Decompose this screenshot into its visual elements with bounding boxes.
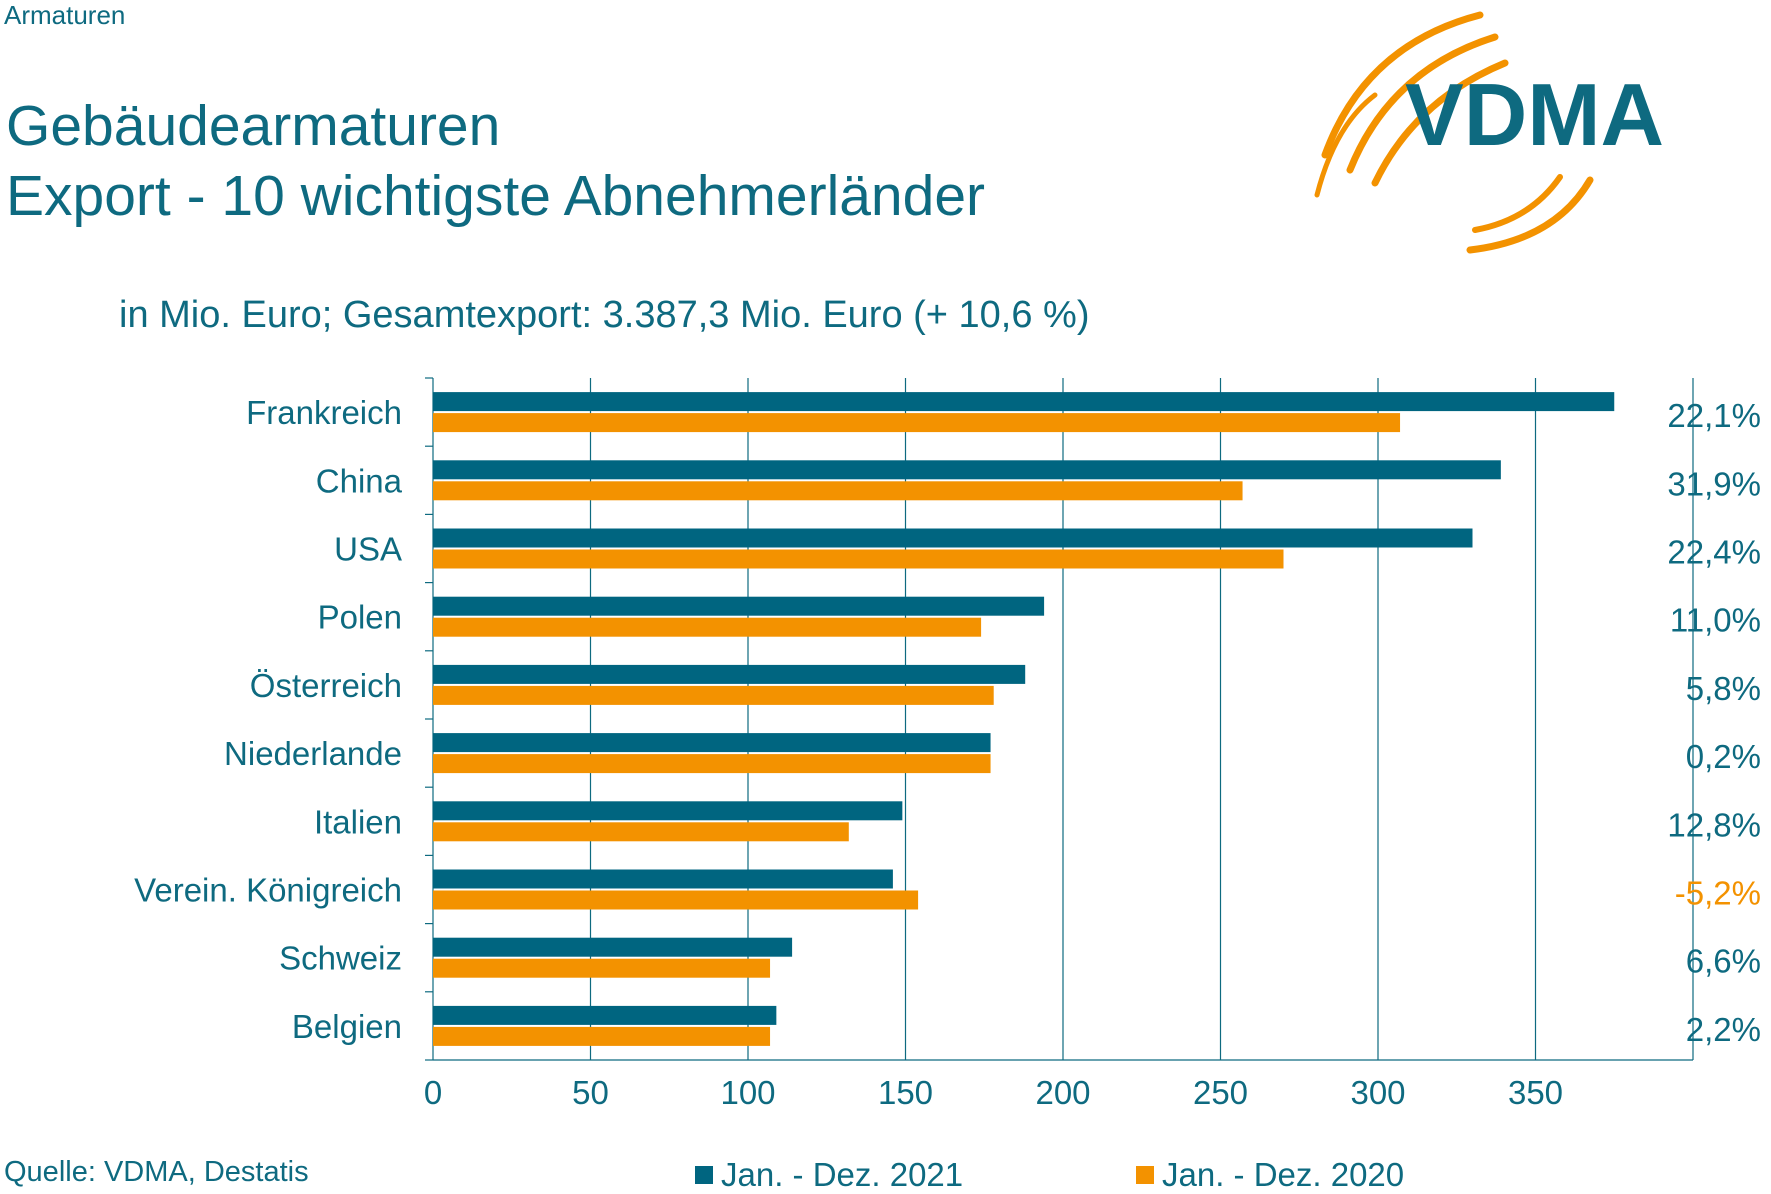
change-label: 22,1% — [1667, 397, 1761, 434]
change-label: -5,2% — [1675, 875, 1761, 912]
logo-arc — [1466, 176, 1594, 254]
bar-layer — [433, 392, 1615, 1046]
bar-2021 — [433, 937, 793, 957]
change-label: 6,6% — [1686, 943, 1761, 980]
change-label: 31,9% — [1667, 465, 1761, 502]
x-tick-label: 150 — [878, 1074, 933, 1111]
bar-2020 — [433, 481, 1243, 501]
bar-2020 — [433, 549, 1284, 569]
source-note: Quelle: VDMA, Destatis — [4, 1156, 309, 1188]
page-title-line-2: Export - 10 wichtigste Abnehmerländer — [6, 164, 986, 228]
bar-2021 — [433, 1005, 777, 1025]
bar-2020 — [433, 958, 771, 978]
bar-2020 — [433, 1026, 771, 1046]
bar-2021 — [433, 596, 1045, 616]
x-tick-label: 350 — [1508, 1074, 1563, 1111]
bar-2021 — [433, 460, 1501, 480]
x-tick-label: 200 — [1035, 1074, 1090, 1111]
bar-2020 — [433, 890, 919, 910]
category-label: Schweiz — [279, 940, 402, 977]
bar-2021 — [433, 801, 903, 821]
bar-chart: 0 50 100 150 200 250 300 350 Frankreich 22,1% Chin… — [134, 377, 1761, 1111]
chart-subtitle: in Mio. Euro; Gesamtexport: 3.387,3 Mio.… — [119, 294, 1090, 336]
bar-2020 — [433, 413, 1401, 433]
change-label: 2,2% — [1686, 1011, 1761, 1048]
legend-swatch-2020 — [1136, 1166, 1154, 1184]
section-label: Armaturen — [4, 0, 126, 30]
logo-arc — [1346, 33, 1499, 174]
category-label: Verein. Königreich — [134, 872, 402, 909]
category-label: Niederlande — [224, 735, 402, 772]
legend-swatch-2021 — [695, 1166, 713, 1184]
category-label: USA — [334, 531, 402, 568]
bar-2021 — [433, 869, 893, 889]
grid-layer — [425, 377, 1694, 1061]
legend-item-2020: Jan. - Dez. 2020 — [1136, 1156, 1404, 1194]
bar-2021 — [433, 392, 1615, 412]
change-label: 11,0% — [1670, 602, 1761, 639]
change-label: 5,8% — [1686, 670, 1761, 707]
bar-2020 — [433, 617, 982, 637]
category-label: Polen — [318, 599, 402, 636]
page-title-line-1: Gebäudearmaturen — [6, 94, 501, 158]
category-label: Italien — [314, 803, 402, 840]
bar-2020 — [433, 685, 994, 705]
x-tick-label: 50 — [572, 1074, 609, 1111]
category-label: Österreich — [250, 667, 402, 704]
x-tick-label: 100 — [720, 1074, 775, 1111]
logo-arc — [1314, 92, 1378, 198]
x-tick-label: 250 — [1193, 1074, 1248, 1111]
legend-item-2021: Jan. - Dez. 2021 — [695, 1156, 963, 1194]
bar-2021 — [433, 733, 991, 753]
x-tick-label: 300 — [1350, 1074, 1405, 1111]
logo-arc — [1371, 59, 1509, 187]
bar-2021 — [433, 664, 1026, 684]
legend-label-2020: Jan. - Dez. 2020 — [1162, 1156, 1405, 1193]
logo-arc — [1472, 174, 1563, 233]
bar-2021 — [433, 528, 1473, 548]
category-label: Belgien — [292, 1008, 402, 1045]
change-label: 0,2% — [1686, 738, 1761, 775]
change-label: 22,4% — [1667, 534, 1761, 571]
legend-label-2021: Jan. - Dez. 2021 — [721, 1156, 964, 1193]
category-label: China — [316, 462, 403, 499]
bar-2020 — [433, 822, 849, 842]
vdma-logo: VDMA — [1314, 11, 1664, 254]
label-layer: 0 50 100 150 200 250 300 350 Frankreich 22,1% Chin… — [134, 394, 1761, 1111]
logo-arc — [1321, 11, 1484, 159]
bar-2020 — [433, 754, 991, 774]
change-label: 12,8% — [1667, 806, 1761, 843]
logo-text: VDMA — [1405, 65, 1664, 164]
x-tick-label: 0 — [424, 1074, 442, 1111]
category-label: Frankreich — [246, 394, 402, 431]
